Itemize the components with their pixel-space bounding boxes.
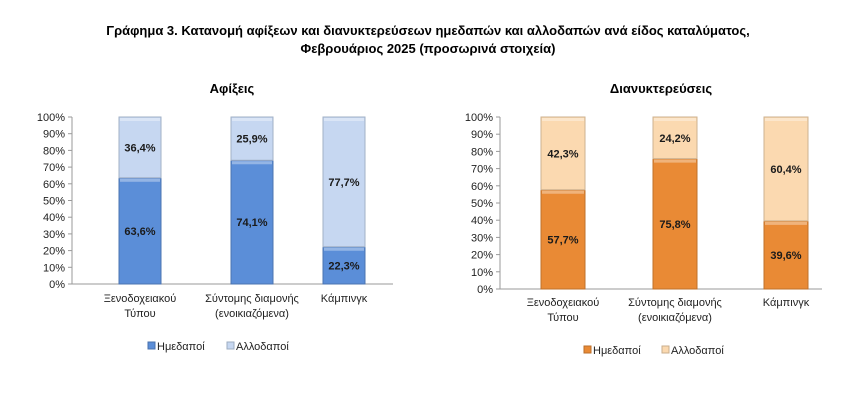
arrivals-chart: Αφίξεις 0% 10% 20% 30% 40% 50% 60% 70% 80% 90% 100%… [37,81,393,353]
nights-chart-title: Διανυκτερεύσεις [610,81,712,96]
arrivals-data-label-foreign: 36,4% [124,142,155,154]
nights-bar-domestic [652,158,698,290]
figure-title-line-1: Γράφημα 3. Κατανομή αφίξεων και διανυκτε… [106,23,750,38]
arrivals-legend-label: Ημεδαποί [157,341,205,353]
arrivals-legend-swatch [226,341,235,350]
arrivals-chart-title: Αφίξεις [210,81,255,96]
nights-legend-swatch [583,345,592,354]
arrivals-bar-foreign [230,116,274,161]
arrivals-data-label-domestic: 74,1% [236,217,267,229]
nights-data-label-foreign: 60,4% [770,164,801,176]
nights-legend-label: Ημεδαποί [593,345,641,357]
arrivals-category-label: Σύντομης διαμονής [205,293,299,305]
nights-y-tick-label: 0% [477,284,493,296]
nights-data-label-domestic: 39,6% [770,250,801,262]
nights-y-tick-label: 10% [471,267,493,279]
arrivals-data-label-domestic: 63,6% [124,226,155,238]
nights-data-label-foreign: 42,3% [547,148,578,160]
nights-bar-foreign [652,116,698,160]
arrivals-bar-highlight [232,161,272,165]
figure-title-line-2: Φεβρουάριος 2025 (προσωρινά στοιχεία) [300,41,556,56]
nights-data-label-domestic: 57,7% [547,234,578,246]
nights-y-tick-label: 30% [471,232,493,244]
figure-title: Γράφημα 3. Κατανομή αφίξεων και διανυκτε… [0,22,856,58]
nights-bar-foreign [763,116,809,222]
arrivals-legend-label: Αλλοδαποί [236,341,289,353]
arrivals-y-tick-label: 90% [43,129,65,141]
arrivals-bar-highlight [324,247,364,251]
nights-legend-swatch [661,345,670,354]
nights-bar-foreign [540,116,586,191]
nights-bar-highlight [542,118,584,121]
nights-bar-domestic [540,189,586,290]
nights-y-tick-label: 50% [471,198,493,210]
nights-bar-highlight [654,118,696,121]
arrivals-y-tick-label: 10% [43,262,65,274]
arrivals-y-tick-label: 20% [43,246,65,258]
nights-bar-highlight [542,190,584,194]
arrivals-data-label-foreign: 25,9% [236,134,267,146]
nights-data-label-domestic: 75,8% [659,219,690,231]
nights-y-tick-label: 70% [471,164,493,176]
arrivals-y-tick-label: 70% [43,162,65,174]
arrivals-legend-swatch [147,341,156,350]
nights-bar-domestic [763,220,809,290]
nights-bar-highlight [765,221,807,225]
nights-category-label: (ενοικιαζόμενα) [638,312,712,324]
arrivals-category-label: Κάμπινγκ [321,293,368,305]
arrivals-bar-foreign [118,116,162,179]
nights-category-label: Σύντομης διαμονής [628,297,722,309]
nights-category-label: Κάμπινγκ [763,297,810,309]
nights-legend-label: Αλλοδαποί [671,345,724,357]
arrivals-bar-domestic [322,246,366,285]
arrivals-category-label: (ενοικιαζόμενα) [215,308,289,320]
nights-data-label-foreign: 24,2% [659,133,690,145]
arrivals-category-label: Τύπου [124,308,155,320]
nights-chart: Διανυκτερεύσεις 0% 10% 20% 30% 40% 50% 60% 70% 80… [465,81,822,357]
nights-y-tick-label: 100% [465,112,493,124]
arrivals-y-tick-label: 40% [43,212,65,224]
arrivals-y-tick-label: 50% [43,196,65,208]
arrivals-bar-highlight [120,178,160,182]
arrivals-data-label-foreign: 77,7% [328,177,359,189]
arrivals-data-label-domestic: 22,3% [328,260,359,272]
nights-y-tick-label: 90% [471,129,493,141]
nights-category-label: Τύπου [547,312,578,324]
arrivals-bar-highlight [324,118,364,121]
nights-bar-highlight [654,159,696,163]
nights-y-tick-label: 60% [471,181,493,193]
arrivals-y-tick-label: 80% [43,145,65,157]
nights-y-tick-label: 20% [471,250,493,262]
arrivals-bar-highlight [120,118,160,121]
arrivals-y-tick-label: 100% [37,112,65,124]
arrivals-bar-foreign [322,116,366,248]
arrivals-y-tick-label: 0% [49,279,65,291]
nights-y-tick-label: 40% [471,215,493,227]
arrivals-category-label: Ξενοδοχειακού [104,293,177,305]
nights-bar-highlight [765,118,807,121]
nights-category-label: Ξενοδοχειακού [527,297,600,309]
nights-y-tick-label: 80% [471,146,493,158]
arrivals-y-tick-label: 60% [43,179,65,191]
arrivals-y-tick-label: 30% [43,229,65,241]
arrivals-bar-highlight [232,118,272,121]
